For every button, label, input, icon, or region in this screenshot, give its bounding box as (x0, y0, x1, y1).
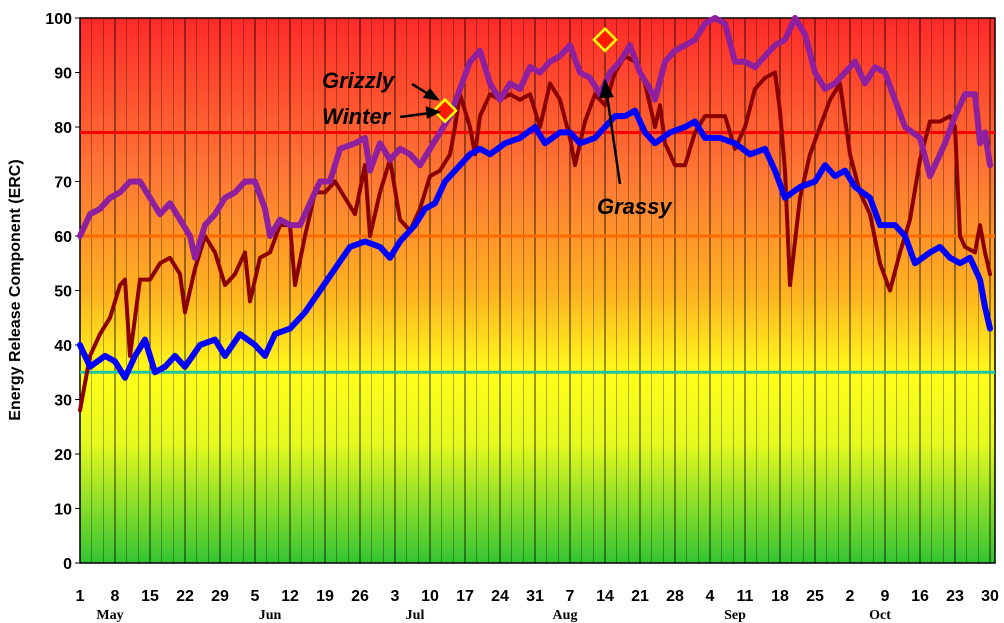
x-tick-label: 12 (281, 588, 299, 605)
y-tick-label: 90 (54, 66, 72, 83)
month-label: Jun (259, 608, 282, 623)
y-axis-title: Energy Release Component (ERC) (7, 159, 24, 420)
x-tick-label: 7 (566, 588, 575, 605)
x-tick-label: 8 (111, 588, 120, 605)
arrow (605, 94, 622, 185)
arrow (399, 111, 431, 119)
month-label: Sep (724, 608, 746, 623)
x-tick-label: 1 (76, 588, 85, 605)
y-tick-label: 0 (63, 556, 72, 573)
x-tick-label: 21 (631, 588, 649, 605)
x-tick-label: 2 (846, 588, 855, 605)
month-label: Jul (406, 608, 425, 623)
x-tick-label: 30 (981, 588, 999, 605)
x-tick-label: 10 (421, 588, 439, 605)
series-line (77, 107, 993, 381)
y-tick-label: 30 (54, 393, 72, 410)
y-tick-label: 70 (54, 175, 72, 192)
y-tick-label: 100 (45, 11, 72, 28)
annotation: Grizzly (322, 68, 396, 93)
annotation: Winter (322, 104, 392, 129)
diamond-marker (432, 97, 458, 124)
x-tick-label: 15 (141, 588, 159, 605)
arrow-head (599, 78, 614, 99)
y-tick-label: 80 (54, 120, 72, 137)
x-tick-label: 5 (251, 588, 260, 605)
x-tick-label: 23 (946, 588, 964, 605)
x-tick-label: 28 (666, 588, 684, 605)
month-label: May (96, 608, 123, 623)
y-tick-label: 20 (54, 447, 72, 464)
x-tick-label: 26 (351, 588, 369, 605)
plot-area (79, 17, 996, 564)
y-tick-label: 40 (54, 338, 72, 355)
month-label: Aug (553, 608, 578, 623)
y-tick-label: 60 (54, 229, 72, 246)
series-line (78, 54, 992, 413)
x-tick-label: 24 (491, 588, 509, 605)
x-tick-label: 16 (911, 588, 929, 605)
x-tick-label: 19 (316, 588, 334, 605)
x-tick-label: 14 (596, 588, 614, 605)
x-tick-label: 25 (806, 588, 824, 605)
series-line (77, 15, 993, 261)
arrow-head (422, 87, 440, 101)
arrow-head (425, 106, 442, 119)
month-label: Oct (869, 608, 891, 623)
x-tick-label: 22 (176, 588, 194, 605)
x-tick-label: 18 (771, 588, 789, 605)
arrows (399, 78, 622, 185)
x-tick-label: 17 (456, 588, 474, 605)
diamond-marker (592, 27, 618, 53)
y-tick-label: 50 (54, 284, 72, 301)
annotation: Grassy (597, 194, 673, 219)
x-tick-label: 29 (211, 588, 229, 605)
x-tick-label: 9 (881, 588, 890, 605)
x-tick-label: 11 (737, 588, 754, 605)
y-tick-label: 10 (54, 502, 72, 519)
x-tick-label: 3 (391, 588, 400, 605)
x-tick-label: 4 (706, 588, 715, 605)
x-tick-label: 31 (526, 588, 544, 605)
marks (77, 15, 995, 413)
